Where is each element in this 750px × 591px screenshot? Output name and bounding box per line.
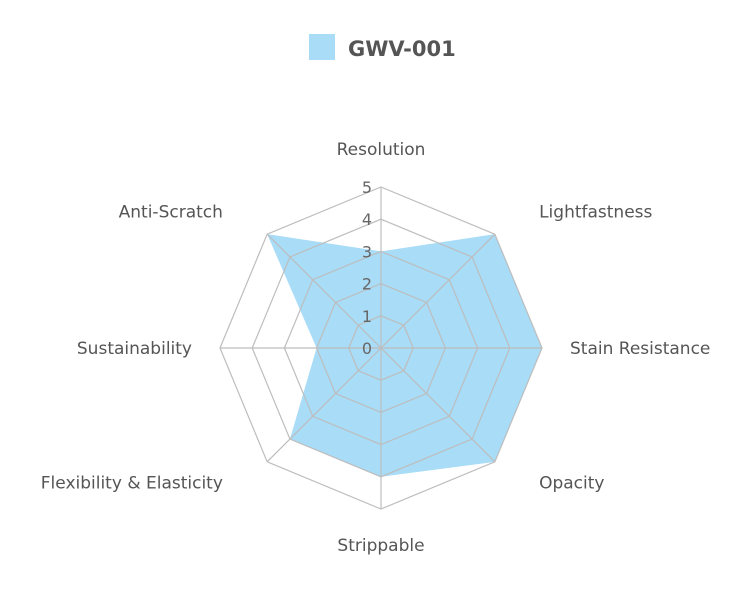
spoke-1 (380, 233, 496, 349)
axis-label: Stain Resistance (570, 339, 710, 359)
tick-label: 0 (362, 339, 372, 358)
tick-label: 5 (362, 178, 372, 197)
radar-series (267, 234, 542, 477)
legend-label: GWV-001 (348, 37, 456, 61)
series-area-0[interactable] (267, 234, 542, 477)
axis-label: Anti-Scratch (119, 202, 223, 222)
axis-label: Resolution (337, 140, 426, 160)
axis-label: Opacity (539, 474, 604, 494)
axis-labels: Resolution Lightfastness Stain Resistance O… (41, 140, 711, 556)
axis-label: Lightfastness (539, 202, 652, 222)
radar-grid (219, 186, 543, 510)
tick-label: 4 (362, 210, 372, 229)
legend-swatch (309, 34, 335, 60)
spoke-5 (266, 347, 382, 463)
axis-label: Sustainability (77, 339, 192, 359)
radial-tick-labels: 0 1 2 3 4 5 (362, 178, 372, 358)
axis-label: Flexibility & Elasticity (41, 474, 223, 494)
axis-label: Strippable (337, 536, 424, 556)
chart-legend[interactable]: GWV-001 (309, 34, 456, 61)
tick-label: 3 (362, 242, 372, 261)
tick-label: 1 (362, 307, 372, 326)
tick-label: 2 (362, 275, 372, 294)
spoke-7 (266, 233, 382, 349)
spoke-3 (380, 347, 496, 463)
